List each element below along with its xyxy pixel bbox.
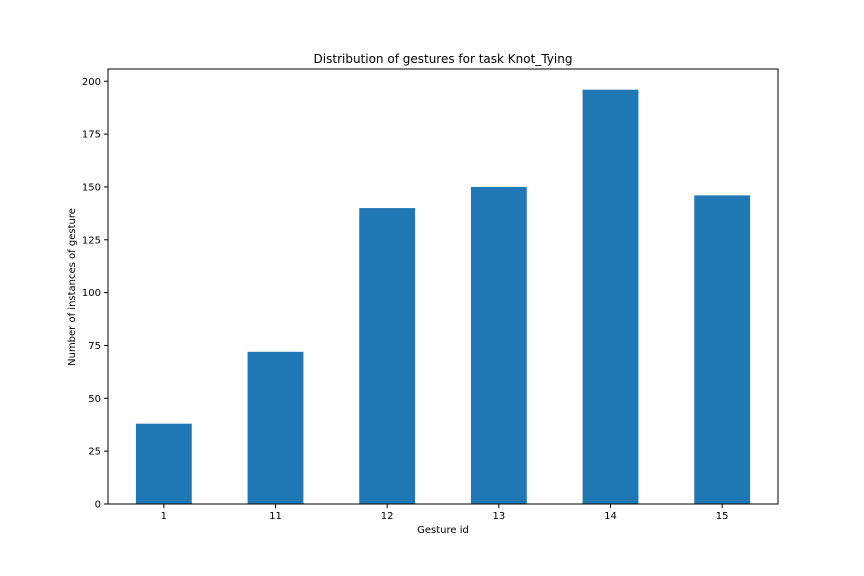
chart-title: Distribution of gestures for task Knot_T… <box>314 52 573 66</box>
y-tick-label: 150 <box>82 182 101 193</box>
y-tick-label: 25 <box>88 447 101 458</box>
bar-14 <box>582 89 639 505</box>
x-tick-label: 11 <box>269 511 282 522</box>
y-tick-label: 100 <box>82 288 101 299</box>
bar-12 <box>359 208 416 504</box>
x-tick-label: 13 <box>492 511 505 522</box>
y-tick-label: 50 <box>88 394 101 405</box>
x-tick-label: 12 <box>381 511 394 522</box>
x-axis-label: Gesture id <box>417 525 469 536</box>
bars-group <box>135 89 751 505</box>
y-tick-label: 200 <box>82 77 101 88</box>
y-tick-label: 175 <box>82 130 101 141</box>
bar-15 <box>694 195 751 504</box>
bar-13 <box>470 186 527 504</box>
y-axis-ticks: 0 25 50 75 100 125 150 175 200 <box>82 77 108 511</box>
x-tick-label: 15 <box>716 511 729 522</box>
x-tick-label: 1 <box>161 511 167 522</box>
plot-frame <box>107 68 779 505</box>
y-tick-label: 75 <box>88 341 101 352</box>
x-axis-ticks: 1 11 12 13 14 15 <box>161 504 729 522</box>
y-axis-label: Number of instances of gesture <box>67 208 78 366</box>
y-tick-label: 125 <box>82 235 101 246</box>
bar-1 <box>135 423 192 504</box>
x-tick-label: 14 <box>604 511 617 522</box>
bar-11 <box>247 351 304 504</box>
y-tick-label: 0 <box>95 500 101 511</box>
